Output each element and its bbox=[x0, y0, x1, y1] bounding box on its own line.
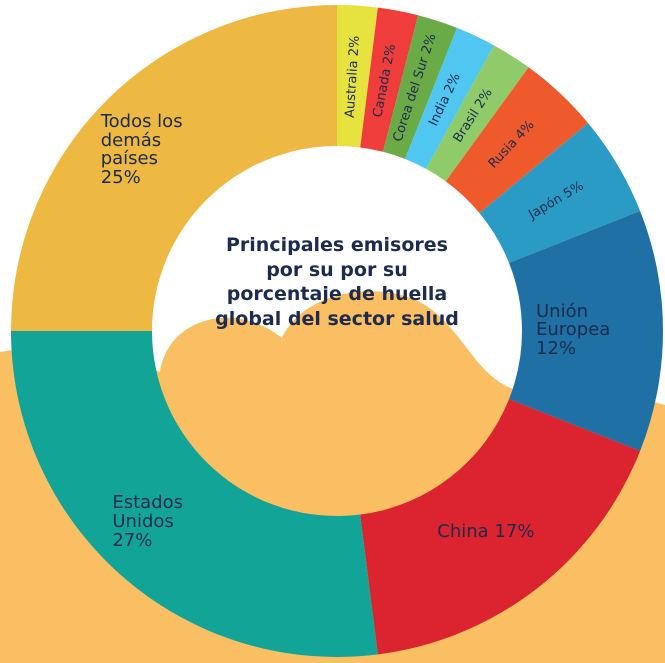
donut-segment bbox=[360, 399, 641, 655]
value-label: 27% bbox=[112, 529, 153, 551]
donut-segment bbox=[11, 5, 337, 331]
segment-label: Estados Unidos 27% bbox=[112, 491, 224, 551]
segment-label: Todos los demás países 25% bbox=[100, 110, 213, 189]
category-label: China bbox=[437, 520, 489, 542]
value-label: 2% bbox=[346, 34, 363, 57]
category-label: Todos los demás países bbox=[100, 110, 183, 170]
donut-segment bbox=[11, 331, 378, 657]
segment-label: China 17% bbox=[437, 520, 549, 542]
donut-segment bbox=[337, 5, 378, 148]
donut-segment bbox=[479, 123, 641, 263]
donut-segment bbox=[405, 27, 495, 169]
value-label: 12% bbox=[536, 338, 577, 360]
donut-segment bbox=[383, 15, 458, 159]
donut-segment bbox=[360, 7, 419, 152]
segment-label: Unión Europea 12% bbox=[536, 300, 648, 360]
chart-title: Principales emisores por su por su porce… bbox=[215, 234, 459, 331]
value-label: 17% bbox=[494, 520, 535, 542]
donut-segment bbox=[445, 67, 589, 214]
donut-segment bbox=[426, 45, 529, 182]
category-label: Estados Unidos bbox=[112, 491, 184, 532]
donut-segment bbox=[509, 210, 663, 452]
value-label: 25% bbox=[100, 167, 141, 189]
category-label: Unión Europea bbox=[536, 300, 611, 341]
